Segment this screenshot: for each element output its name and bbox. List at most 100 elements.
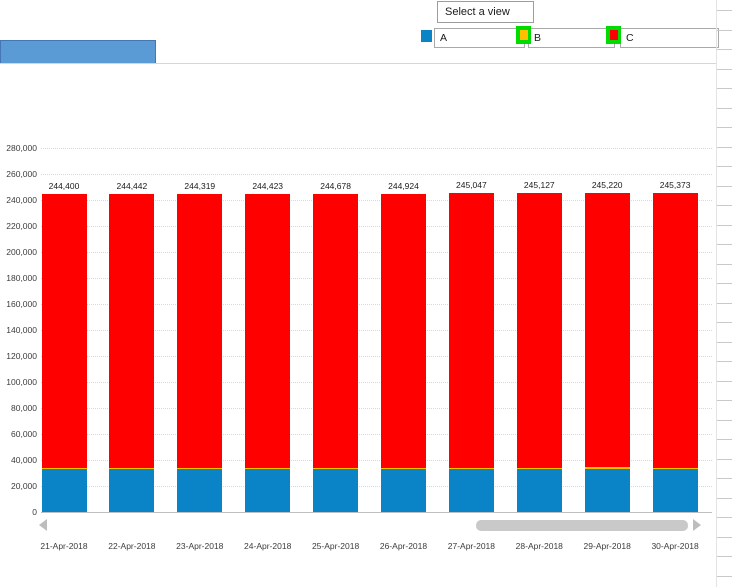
x-axis-category-label: 25-Apr-2018 [311, 541, 360, 551]
spreadsheet-row-line [717, 517, 732, 518]
header-divider [0, 63, 716, 64]
x-axis-category-label: 22-Apr-2018 [108, 541, 156, 551]
y-axis-tick-label: 120,000 [6, 351, 37, 361]
bar-segment-b[interactable] [584, 467, 630, 470]
gridline [41, 460, 712, 461]
bar-segment-c[interactable] [516, 193, 562, 469]
bar-segment-a[interactable] [516, 469, 562, 512]
spreadsheet-row-line [717, 244, 732, 245]
y-axis-tick-label: 60,000 [11, 429, 37, 439]
x-axis-category-label: 26-Apr-2018 [379, 541, 428, 551]
bar-segment-c[interactable] [584, 193, 630, 467]
blue-shape-button[interactable] [0, 40, 156, 64]
bar-total-label: 245,127 [523, 180, 555, 191]
x-axis-category-label: 29-Apr-2018 [583, 541, 631, 551]
gridline [41, 486, 712, 487]
y-axis-tick-label: 100,000 [6, 377, 37, 387]
y-axis-tick-label: 260,000 [6, 169, 37, 179]
spreadsheet-row-line [717, 224, 732, 226]
bar-total-label: 245,220 [591, 180, 623, 191]
legend-item-b[interactable]: B [528, 28, 615, 48]
bar-segment-a[interactable] [652, 469, 698, 512]
spreadsheet-row-line [717, 575, 732, 577]
gridline [41, 148, 712, 149]
legend-item-a[interactable]: A [434, 28, 525, 48]
gridline [41, 330, 712, 331]
bar-total-label: 244,400 [48, 181, 80, 192]
spreadsheet-row-line [717, 458, 732, 460]
bar-total-label: 244,924 [388, 180, 419, 191]
spreadsheet-row-line [717, 185, 732, 187]
bar-segment-b[interactable] [109, 468, 155, 470]
spreadsheet-row-line [717, 49, 732, 50]
gridline [41, 304, 712, 305]
legend-swatch-c-icon[interactable] [606, 26, 621, 44]
spreadsheet-row-line [717, 146, 732, 148]
y-axis-tick-label: 280,000 [6, 143, 37, 153]
spreadsheet-row-line [717, 400, 732, 401]
bar-segment-a[interactable] [41, 469, 87, 512]
gridline [41, 174, 712, 175]
legend-item-c[interactable]: C [620, 28, 719, 48]
x-axis-category-label: 21-Apr-2018 [40, 541, 88, 551]
bar-segment-b[interactable] [381, 468, 426, 470]
spreadsheet-row-line [717, 380, 732, 382]
bar-segment-c[interactable] [313, 193, 359, 469]
scrollbar-left-arrow-icon[interactable] [39, 519, 47, 531]
bar-segment-c[interactable] [41, 194, 87, 469]
bar-segment-c[interactable] [177, 194, 223, 469]
spreadsheet-row-line [717, 302, 732, 304]
bar-segment-b[interactable] [41, 468, 87, 470]
x-axis-category-label: 28-Apr-2018 [515, 541, 563, 551]
spreadsheet-row-line [717, 341, 732, 343]
y-axis-tick-label: 140,000 [6, 325, 37, 335]
y-axis-tick-label: 200,000 [6, 247, 37, 257]
bar-segment-b[interactable] [245, 468, 291, 470]
bar-total-label: 244,442 [116, 181, 148, 192]
bar-segment-a[interactable] [584, 469, 630, 512]
bar-segment-a[interactable] [177, 469, 223, 512]
legend-swatch-b-icon[interactable] [516, 26, 531, 44]
spreadsheet-row-line [717, 439, 732, 440]
bar-total-label: 244,319 [184, 181, 216, 192]
bar-segment-c[interactable] [381, 193, 426, 469]
spreadsheet-row-line [717, 478, 732, 479]
bar-total-label: 244,678 [320, 180, 351, 191]
legend-label-c: C [626, 32, 634, 44]
legend-swatch-a-icon[interactable] [421, 30, 432, 42]
bar-segment-c[interactable] [448, 193, 494, 469]
bar-total-label: 244,423 [252, 181, 284, 192]
y-axis-tick-label: 240,000 [6, 195, 37, 205]
bar-segment-c[interactable] [652, 193, 698, 468]
view-selector-dropdown[interactable]: Select a view [437, 1, 534, 23]
bar-segment-b[interactable] [652, 467, 698, 470]
scrollbar-right-arrow-icon[interactable] [693, 519, 701, 531]
bar-segment-a[interactable] [245, 469, 291, 512]
scrollbar-thumb[interactable] [476, 520, 688, 531]
spreadsheet-column-border [716, 0, 717, 587]
spreadsheet-row-line [717, 419, 732, 421]
bar-segment-a[interactable] [381, 469, 426, 512]
bar-segment-a[interactable] [109, 469, 155, 512]
spreadsheet-row-line [717, 88, 732, 89]
bar-segment-c[interactable] [245, 194, 291, 469]
legend-swatch-c-fill [609, 30, 618, 40]
bar-segment-b[interactable] [177, 468, 223, 470]
spreadsheet-row-line [717, 322, 732, 323]
spreadsheet-row-line [717, 263, 732, 265]
y-axis-tick-label: 40,000 [11, 455, 37, 465]
bar-segment-c[interactable] [109, 194, 155, 469]
bar-segment-a[interactable] [448, 469, 494, 512]
bar-segment-b[interactable] [448, 468, 494, 470]
spreadsheet-row-line [717, 10, 732, 11]
x-axis-category-label: 30-Apr-2018 [651, 541, 699, 551]
bar-segment-a[interactable] [313, 469, 359, 512]
spreadsheet-row-line [717, 68, 732, 70]
bar-segment-b[interactable] [313, 468, 359, 470]
bar-segment-b[interactable] [516, 468, 562, 470]
y-axis-tick-label: 220,000 [6, 221, 37, 231]
gridline [41, 434, 712, 435]
spreadsheet-row-line [717, 29, 732, 31]
y-axis-tick-label: 80,000 [11, 403, 37, 413]
